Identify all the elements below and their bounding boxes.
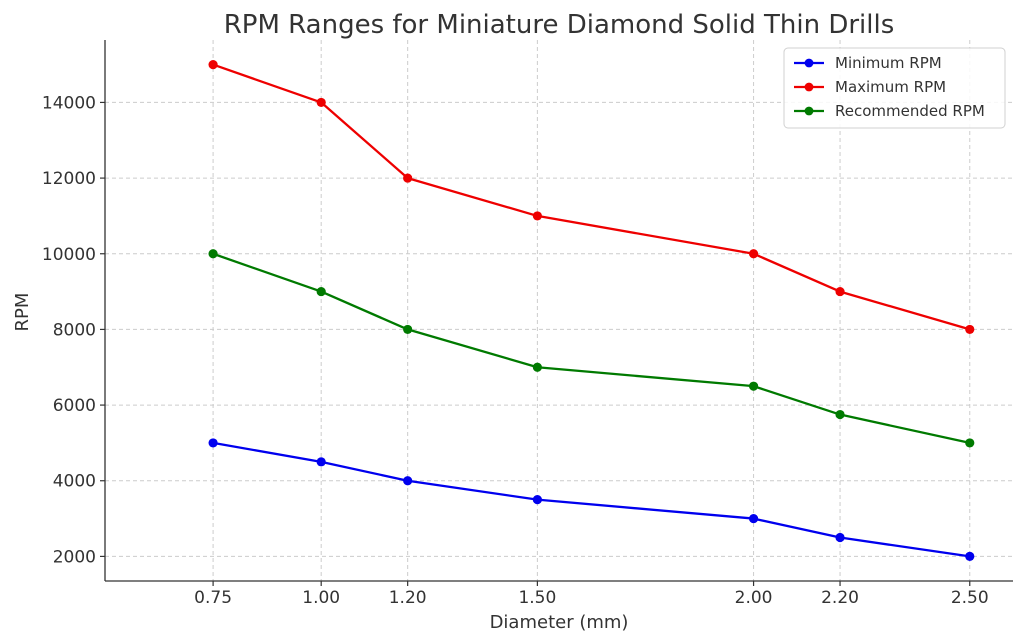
data-point — [208, 249, 218, 259]
legend-item: Recommended RPM — [794, 102, 985, 120]
legend-label: Recommended RPM — [835, 102, 985, 120]
series-line-recommended-rpm — [212, 252, 971, 445]
x-tick-label: 0.75 — [194, 588, 232, 608]
data-point — [532, 495, 542, 505]
y-axis-label: RPM — [12, 293, 33, 332]
data-point — [208, 438, 218, 448]
legend: Minimum RPM Maximum RPM Recommended RPM — [783, 47, 1006, 129]
data-point — [316, 286, 326, 297]
data-point — [403, 324, 413, 335]
series-minimum-rpm — [208, 438, 975, 562]
ticks: 0.75 1.00 1.20 1.50 2.00 2.20 2.50 2000 4000 6000… — [42, 93, 989, 608]
data-point — [835, 409, 845, 420]
y-tick-label: 2000 — [53, 547, 96, 567]
legend-box — [783, 47, 1006, 129]
data-point — [835, 532, 845, 543]
legend-item: Minimum RPM — [794, 54, 942, 72]
data-point — [316, 457, 326, 467]
y-tick-label: 14000 — [42, 93, 96, 113]
x-tick-label: 2.50 — [951, 588, 989, 608]
x-tick-label: 1.50 — [518, 588, 556, 608]
y-tick-label: 4000 — [53, 472, 96, 492]
series-line-minimum-rpm — [212, 441, 970, 558]
data-point — [208, 59, 218, 70]
y-tick-label: 8000 — [53, 320, 96, 340]
axes — [104, 40, 1013, 582]
y-tick-label: 10000 — [42, 245, 96, 265]
x-tick-label: 2.20 — [821, 588, 859, 608]
legend-marker — [804, 106, 814, 116]
data-point — [965, 324, 975, 335]
data-point — [403, 173, 413, 183]
x-axis-label: Diameter (mm) — [490, 612, 629, 633]
y-tick-label: 6000 — [53, 396, 96, 416]
data-point — [965, 438, 975, 448]
data-point — [532, 211, 542, 221]
x-tick-label: 1.20 — [389, 588, 427, 608]
data-point — [748, 249, 759, 259]
legend-marker — [804, 82, 814, 92]
legend-item: Maximum RPM — [794, 78, 946, 96]
data-point — [835, 286, 845, 297]
x-tick-label: 2.00 — [735, 588, 773, 608]
data-point — [748, 381, 759, 391]
data-point — [403, 476, 413, 486]
data-point — [748, 513, 759, 524]
series-maximum-rpm — [208, 59, 975, 335]
y-tick-label: 12000 — [42, 169, 96, 189]
data-point — [316, 97, 326, 108]
series-recommended-rpm — [208, 249, 975, 448]
series-group — [208, 59, 975, 562]
data-point — [965, 551, 975, 562]
legend-marker — [804, 58, 814, 68]
chart-title: RPM Ranges for Miniature Diamond Solid T… — [224, 10, 895, 40]
x-tick-label: 1.00 — [302, 588, 340, 608]
legend-label: Minimum RPM — [835, 54, 942, 72]
data-point — [532, 362, 542, 372]
legend-label: Maximum RPM — [835, 78, 946, 96]
